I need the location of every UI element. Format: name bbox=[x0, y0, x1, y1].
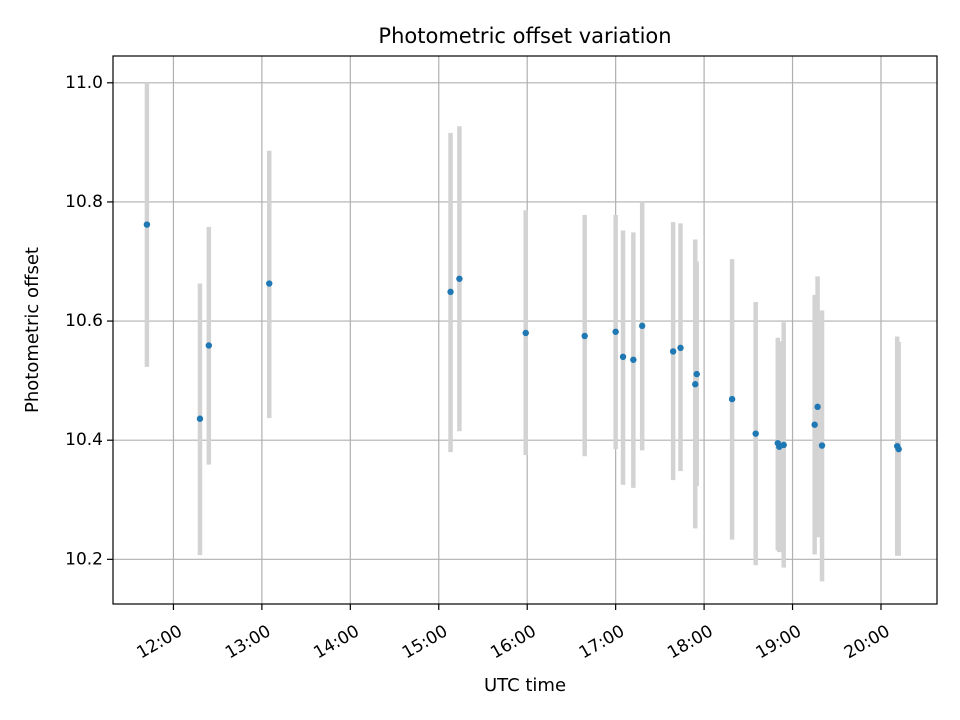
data-point bbox=[692, 381, 699, 388]
data-point bbox=[752, 430, 759, 437]
x-tick-label: 20:00 bbox=[841, 621, 893, 663]
data-point bbox=[143, 221, 151, 228]
data-point bbox=[581, 332, 588, 340]
x-tick-label: 18:00 bbox=[664, 621, 716, 663]
y-tick-label: 10.6 bbox=[65, 311, 103, 331]
x-tick-label: 15:00 bbox=[399, 621, 451, 663]
chart-title: Photometric offset variation bbox=[378, 24, 671, 48]
data-point bbox=[447, 288, 454, 296]
data-point bbox=[814, 403, 821, 411]
data-point bbox=[638, 322, 646, 330]
data-point bbox=[456, 275, 463, 282]
y-tick-label: 11.0 bbox=[65, 73, 103, 93]
data-points bbox=[143, 221, 902, 453]
data-point bbox=[669, 348, 677, 355]
y-tick-label: 10.8 bbox=[65, 192, 103, 212]
plot-frame bbox=[112, 55, 938, 605]
x-tick-label: 16:00 bbox=[487, 621, 539, 663]
y-axis-ticks: 10.2 10.4 10.6 10.8 11.0 bbox=[65, 73, 113, 569]
x-tick-label: 12:00 bbox=[134, 621, 186, 663]
data-point bbox=[818, 442, 826, 449]
y-tick-label: 10.2 bbox=[65, 549, 103, 569]
x-tick-label: 14:00 bbox=[310, 621, 362, 663]
y-tick-label: 10.4 bbox=[65, 430, 103, 450]
data-point bbox=[196, 415, 204, 422]
data-point bbox=[811, 421, 818, 428]
data-point bbox=[895, 445, 902, 453]
data-point bbox=[266, 280, 273, 287]
data-point bbox=[205, 342, 213, 349]
x-tick-label: 13:00 bbox=[222, 621, 274, 663]
data-point bbox=[522, 329, 529, 337]
data-point bbox=[612, 328, 619, 335]
x-tick-label: 17:00 bbox=[576, 621, 628, 663]
data-point bbox=[619, 353, 627, 361]
data-point bbox=[780, 441, 787, 449]
data-point bbox=[693, 370, 700, 378]
data-point bbox=[728, 395, 736, 403]
x-axis-ticks: 12:00 13:00 14:00 15:00 16:00 17:00 18:00 19:00… bbox=[134, 604, 893, 663]
data-point bbox=[677, 344, 684, 352]
x-tick-label: 19:00 bbox=[753, 621, 805, 663]
x-axis-label: UTC time bbox=[484, 675, 566, 696]
y-axis-label: Photometric offset bbox=[22, 247, 43, 413]
data-point bbox=[630, 356, 637, 363]
